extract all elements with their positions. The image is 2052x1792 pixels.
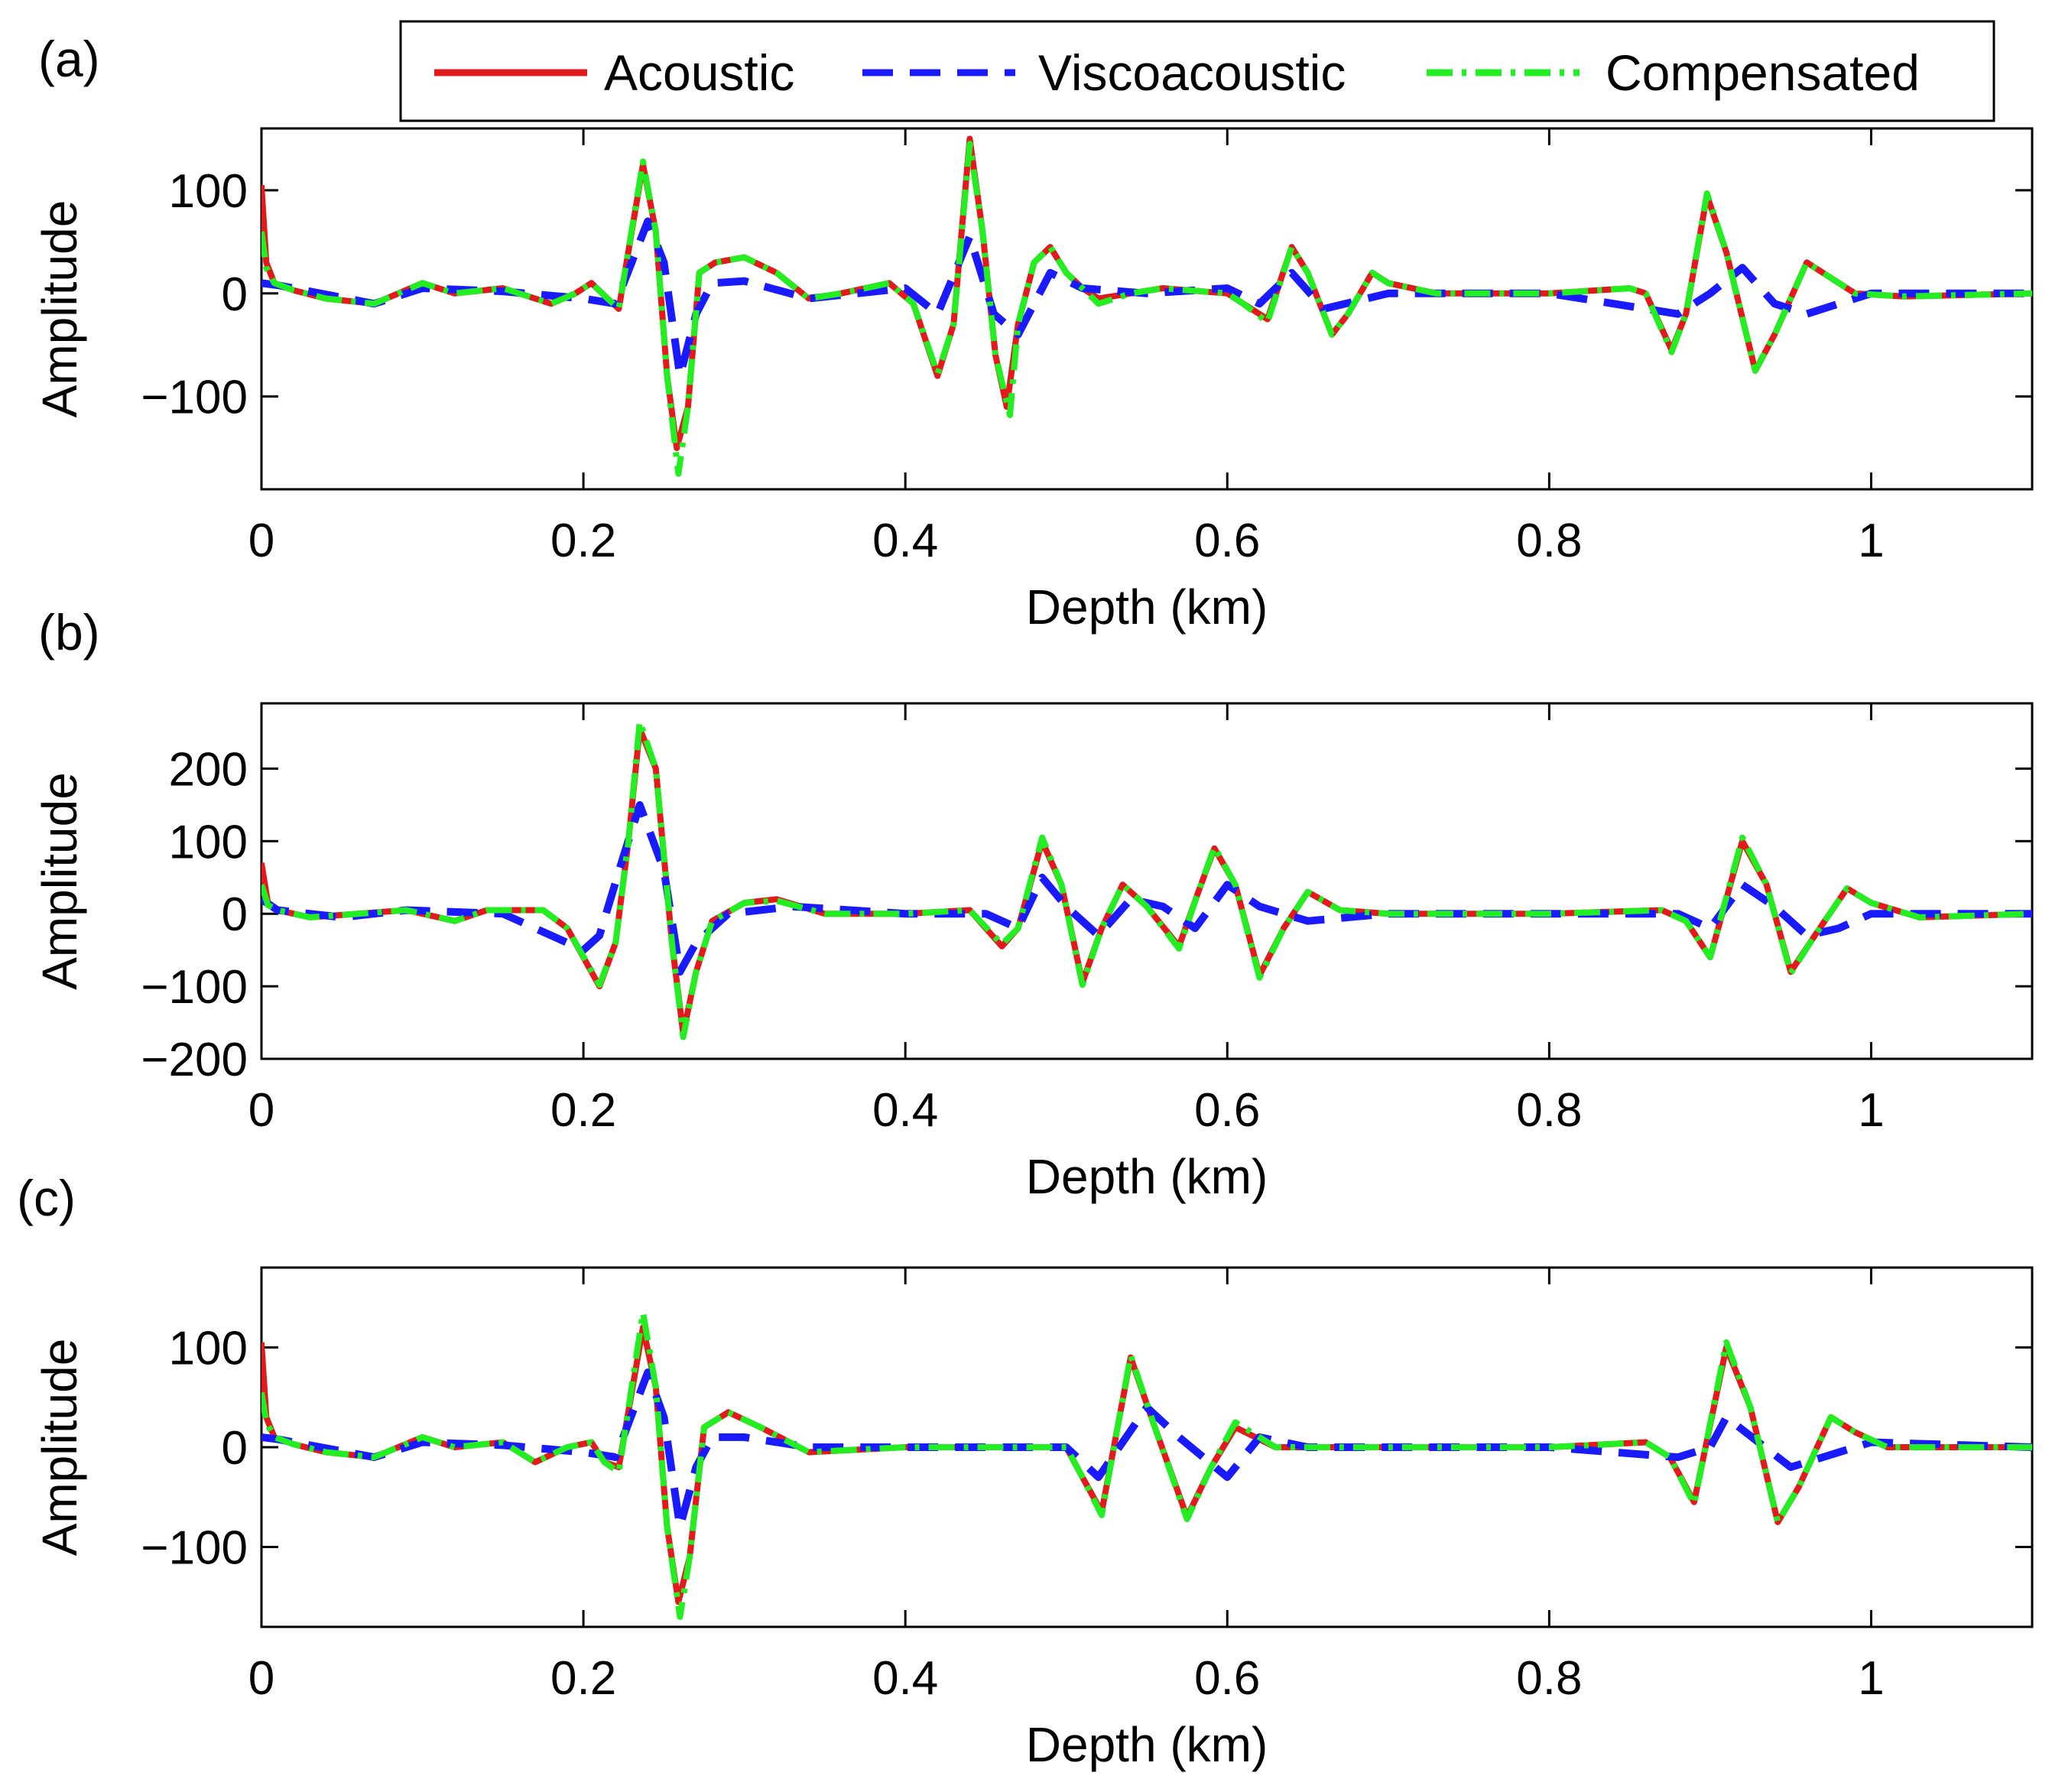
panel-label: (c) [17, 1170, 76, 1226]
y-tick-label: 100 [169, 816, 248, 868]
series-line-compensated [261, 1309, 2032, 1620]
x-tick-label: 0.8 [1516, 1084, 1582, 1137]
y-tick-label: 0 [222, 1422, 248, 1475]
x-axis-label: Depth (km) [1026, 1717, 1268, 1772]
x-tick-label: 0.6 [1194, 515, 1260, 567]
x-tick-label: 0.2 [550, 1084, 616, 1137]
legend: Acoustic Viscoacoustic Compensated [399, 20, 1995, 122]
x-tick-label: 0.2 [550, 1652, 616, 1705]
x-tick-label: 1 [1858, 1652, 1884, 1705]
x-tick-label: 0 [248, 1084, 274, 1137]
y-tick-label: −100 [141, 1522, 248, 1575]
panel-label: (b) [38, 604, 100, 661]
plot-area [260, 1266, 2034, 1628]
series-line-acoustic [261, 1324, 2032, 1605]
legend-label-acoustic: Acoustic [604, 44, 794, 101]
series-line-compensated [261, 718, 2032, 1040]
panel-2: 0 0.2 0.4 0.6 0.8 1 200 100 0 −100 −200 Depth (km) A… [32, 604, 2034, 1204]
y-tick-label: −100 [141, 961, 248, 1014]
y-tick-label: −200 [141, 1034, 248, 1086]
x-tick-label: 0 [248, 1652, 274, 1705]
legend-label-viscoacoustic: Viscoacoustic [1038, 44, 1346, 101]
series-group [261, 135, 2032, 477]
series-group [261, 718, 2032, 1040]
x-tick-label: 0.4 [872, 1084, 938, 1137]
x-tick-label: 0.8 [1516, 1652, 1582, 1705]
panel-1: 0 0.2 0.4 0.6 0.8 1 100 0 −100 Depth (km) Amplitud… [32, 31, 2034, 635]
series-group [261, 1309, 2032, 1620]
legend-entry-compensated: Compensated [1427, 44, 1920, 101]
y-tick-label: 200 [169, 743, 248, 796]
y-tick-label: −100 [141, 372, 248, 424]
panel-3: 0 0.2 0.4 0.6 0.8 1 100 0 −100 Depth (km) Amplitud… [17, 1170, 2034, 1772]
x-tick-label: 0.2 [550, 515, 616, 567]
x-tick-label: 0.4 [872, 1652, 938, 1705]
legend-entry-acoustic: Acoustic [434, 44, 794, 101]
x-tick-label: 1 [1858, 515, 1884, 567]
y-axis-label: Amplitude [32, 200, 87, 418]
legend-label-compensated: Compensated [1606, 44, 1920, 101]
series-line-viscoacoustic [261, 1368, 2032, 1531]
y-tick-label: 100 [169, 165, 248, 218]
legend-box [399, 20, 1995, 122]
y-tick-label: 0 [222, 888, 248, 941]
panel-label: (a) [38, 31, 100, 87]
plot-area [260, 127, 2034, 491]
x-tick-label: 0.6 [1194, 1652, 1260, 1705]
series-line-compensated [261, 141, 2032, 477]
y-axis-label: Amplitude [32, 1339, 87, 1557]
x-tick-label: 0.4 [872, 515, 938, 567]
x-axis-label: Depth (km) [1026, 579, 1268, 635]
x-tick-label: 0 [248, 515, 274, 567]
y-axis-label: Amplitude [32, 772, 87, 990]
x-tick-label: 0.6 [1194, 1084, 1260, 1137]
legend-entry-viscoacoustic: Viscoacoustic [862, 44, 1346, 101]
y-tick-label: 100 [169, 1322, 248, 1375]
y-tick-label: 0 [222, 268, 248, 321]
x-tick-label: 0.8 [1516, 515, 1582, 567]
x-tick-label: 1 [1858, 1084, 1884, 1137]
x-axis-label: Depth (km) [1026, 1149, 1268, 1204]
